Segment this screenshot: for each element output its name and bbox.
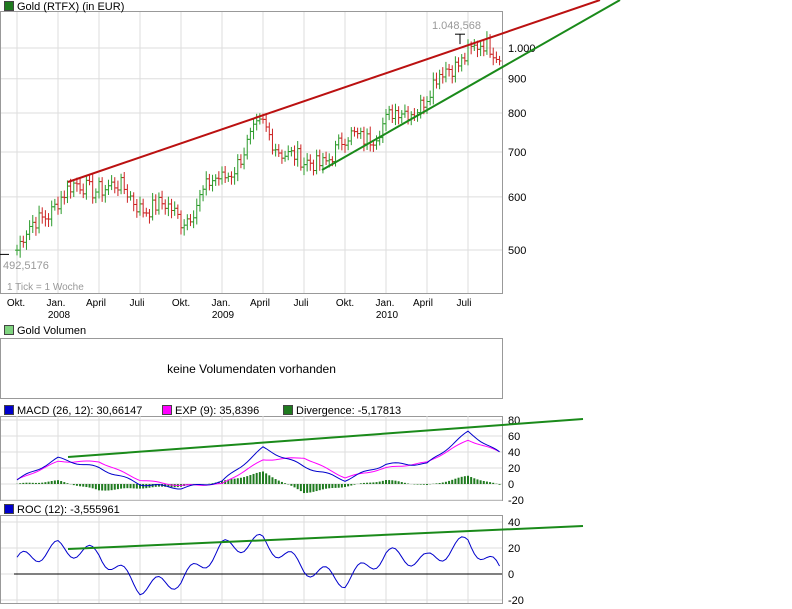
exp-legend: EXP (9): 35,8396 [162, 405, 259, 417]
exp-line [16, 439, 500, 486]
roc-y-tick-label: -20 [508, 595, 524, 607]
roc-y-tick-label: 0 [508, 569, 514, 581]
price-panel-frame [0, 11, 503, 294]
roc-y-tick-label: 20 [508, 543, 520, 555]
roc-y-tick-label: 40 [508, 517, 520, 529]
roc-legend-label: ROC (12): -3,555961 [17, 504, 120, 516]
x-axis-label: Juli [456, 298, 471, 309]
x-axis-label: April [250, 298, 270, 309]
roc-legend: ROC (12): -3,555961 [4, 504, 120, 516]
price-y-tick-label: 700 [508, 147, 526, 159]
x-axis-label: Jan. [47, 298, 66, 309]
exp-legend-label: EXP (9): 35,8396 [175, 405, 260, 417]
price-y-tick-label: 1.000 [508, 43, 536, 55]
volume-legend: Gold Volumen [4, 325, 86, 337]
year-label: 2008 [48, 310, 71, 321]
macd-legend-label: MACD (26, 12): 30,66147 [17, 405, 143, 417]
macd-y-tick-label: 20 [508, 463, 520, 475]
price-y-tick-label: 600 [508, 192, 526, 204]
x-axis-label: Okt. [336, 298, 354, 309]
x-axis-label: April [86, 298, 106, 309]
x-axis-label: Juli [129, 298, 144, 309]
macd-legend: MACD (26, 12): 30,66147 [4, 405, 142, 417]
roc-legend-swatch [4, 504, 14, 514]
divergence-legend-swatch [283, 405, 293, 415]
macd-y-tick-label: 40 [508, 447, 520, 459]
roc-line [16, 533, 500, 596]
macd-line [16, 430, 500, 490]
divergence-legend: Divergence: -5,17813 [283, 405, 401, 417]
macd-y-tick-label: -20 [508, 495, 524, 507]
macd-trendline [67, 418, 584, 458]
x-axis-label: April [413, 298, 433, 309]
price-legend: Gold (RTFX) (in EUR) [4, 1, 124, 13]
x-axis-label: Jan. [212, 298, 231, 309]
high-label: 1.048,568 [432, 20, 481, 32]
x-axis-label: Okt. [172, 298, 190, 309]
volume-panel-frame [0, 338, 503, 399]
price-y-tick-label: 800 [508, 108, 526, 120]
tick-note: 1 Tick = 1 Woche [7, 282, 84, 293]
price-legend-label: Gold (RTFX) (in EUR) [17, 1, 125, 13]
no-volume-message: keine Volumendaten vorhanden [167, 362, 336, 376]
x-axis-label: Jan. [376, 298, 395, 309]
resistance-trendline [67, 0, 601, 183]
macd-y-tick-label: 0 [508, 479, 514, 491]
price-y-tick-label: 500 [508, 245, 526, 257]
price-legend-swatch [4, 1, 14, 11]
year-label: 2009 [212, 310, 235, 321]
year-label: 2010 [376, 310, 399, 321]
low-label: 492,5176 [3, 260, 49, 272]
divergence-legend-label: Divergence: -5,17813 [296, 405, 402, 417]
exp-legend-swatch [162, 405, 172, 415]
price-y-tick-label: 900 [508, 74, 526, 86]
volume-legend-label: Gold Volumen [17, 325, 87, 337]
macd-y-tick-label: 60 [508, 431, 520, 443]
macd-legend-swatch [4, 405, 14, 415]
roc-trendline [67, 525, 584, 550]
support-trendline [321, 0, 621, 171]
x-axis-label: Okt. [7, 298, 25, 309]
x-axis-label: Juli [293, 298, 308, 309]
volume-legend-swatch [4, 325, 14, 335]
